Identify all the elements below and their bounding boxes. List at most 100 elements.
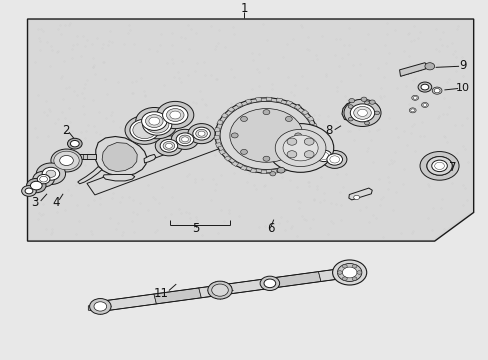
- Polygon shape: [88, 301, 102, 311]
- Circle shape: [347, 105, 352, 108]
- Polygon shape: [255, 97, 261, 102]
- Polygon shape: [301, 110, 308, 115]
- Circle shape: [342, 277, 346, 280]
- Polygon shape: [221, 113, 228, 118]
- Polygon shape: [285, 100, 292, 105]
- Circle shape: [163, 141, 174, 150]
- Circle shape: [263, 156, 269, 161]
- Circle shape: [166, 109, 183, 121]
- Circle shape: [351, 265, 356, 268]
- Circle shape: [157, 102, 193, 129]
- Circle shape: [304, 151, 313, 158]
- Circle shape: [51, 149, 82, 172]
- Polygon shape: [261, 170, 266, 174]
- Circle shape: [311, 147, 335, 165]
- Circle shape: [329, 156, 339, 163]
- Circle shape: [267, 123, 333, 172]
- Polygon shape: [311, 123, 317, 128]
- Circle shape: [263, 110, 269, 114]
- Circle shape: [411, 95, 418, 100]
- Polygon shape: [103, 175, 135, 181]
- Circle shape: [136, 108, 172, 135]
- Polygon shape: [27, 19, 473, 241]
- Circle shape: [171, 129, 198, 149]
- Circle shape: [176, 133, 193, 146]
- Circle shape: [125, 116, 163, 144]
- Circle shape: [40, 176, 47, 182]
- Circle shape: [421, 103, 427, 108]
- Circle shape: [70, 140, 79, 147]
- Polygon shape: [271, 170, 277, 174]
- Circle shape: [347, 117, 352, 121]
- Text: 8: 8: [325, 124, 332, 137]
- Circle shape: [260, 276, 279, 291]
- Circle shape: [322, 150, 346, 168]
- Circle shape: [294, 133, 301, 138]
- Polygon shape: [266, 97, 271, 101]
- Circle shape: [169, 111, 180, 119]
- Circle shape: [342, 267, 356, 278]
- Circle shape: [25, 188, 33, 194]
- Circle shape: [348, 99, 354, 103]
- Text: 4: 4: [52, 196, 60, 209]
- Circle shape: [89, 298, 111, 314]
- Circle shape: [26, 179, 46, 193]
- Polygon shape: [399, 63, 427, 76]
- Circle shape: [353, 107, 370, 119]
- Circle shape: [165, 143, 172, 148]
- Polygon shape: [99, 294, 156, 311]
- Circle shape: [434, 162, 444, 170]
- Circle shape: [57, 153, 76, 168]
- Circle shape: [275, 129, 325, 167]
- Circle shape: [60, 156, 73, 166]
- Circle shape: [431, 87, 441, 94]
- Polygon shape: [235, 102, 243, 107]
- Polygon shape: [78, 167, 102, 184]
- Circle shape: [195, 129, 207, 138]
- Polygon shape: [244, 99, 251, 104]
- Circle shape: [420, 84, 428, 90]
- Circle shape: [364, 101, 369, 104]
- Polygon shape: [250, 168, 256, 173]
- Circle shape: [337, 264, 361, 282]
- Text: 1: 1: [240, 3, 248, 15]
- Polygon shape: [261, 272, 320, 289]
- Circle shape: [30, 181, 42, 190]
- Circle shape: [332, 260, 366, 285]
- Circle shape: [319, 152, 328, 159]
- Polygon shape: [289, 163, 297, 168]
- Polygon shape: [87, 105, 306, 195]
- Circle shape: [240, 149, 247, 154]
- Polygon shape: [214, 127, 220, 132]
- Circle shape: [269, 172, 275, 176]
- Polygon shape: [309, 146, 315, 151]
- Circle shape: [419, 152, 458, 180]
- Circle shape: [326, 154, 342, 165]
- Circle shape: [343, 99, 380, 126]
- Circle shape: [356, 271, 361, 274]
- Polygon shape: [216, 120, 223, 125]
- Polygon shape: [304, 153, 311, 158]
- Circle shape: [229, 109, 303, 162]
- Text: 2: 2: [61, 124, 69, 137]
- Circle shape: [240, 116, 247, 121]
- Polygon shape: [71, 154, 96, 159]
- Circle shape: [264, 279, 275, 288]
- Polygon shape: [240, 166, 247, 170]
- Circle shape: [231, 133, 238, 138]
- Circle shape: [368, 100, 374, 104]
- Circle shape: [304, 138, 313, 145]
- Polygon shape: [298, 159, 305, 164]
- Polygon shape: [318, 267, 350, 282]
- Circle shape: [33, 171, 54, 187]
- Circle shape: [179, 135, 190, 144]
- Polygon shape: [281, 167, 287, 172]
- Circle shape: [94, 302, 106, 311]
- Polygon shape: [224, 156, 231, 161]
- Circle shape: [145, 114, 163, 127]
- Polygon shape: [144, 154, 156, 163]
- Circle shape: [426, 157, 451, 175]
- Text: 5: 5: [192, 222, 199, 235]
- Polygon shape: [214, 135, 219, 139]
- Polygon shape: [312, 139, 318, 143]
